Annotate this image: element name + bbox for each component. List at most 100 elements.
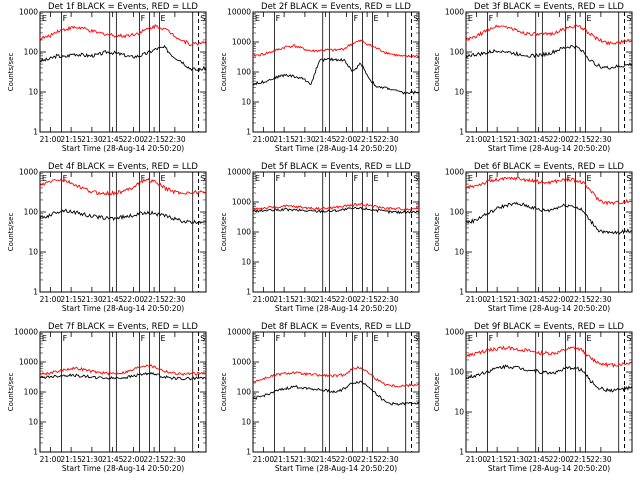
x-tick-label: 21:45 <box>315 135 337 144</box>
x-tick-label: 21:00 <box>466 455 488 464</box>
x-axis-label: Start Time (28-Aug-14 20:50:20) <box>488 144 610 153</box>
x-tick-label: 21:30 <box>81 135 103 144</box>
y-axis-label: Counts/sec <box>433 213 441 252</box>
marker-label: E <box>374 14 379 23</box>
y-tick-label: 1000 <box>19 358 38 367</box>
plot-frame <box>39 171 207 293</box>
x-tick-label: 21:00 <box>40 135 62 144</box>
x-tick-label: 22:15 <box>143 135 165 144</box>
plot-frame <box>465 11 633 133</box>
y-tick-label: 1 <box>246 128 251 137</box>
y-tick-label: 100 <box>237 68 252 77</box>
x-tick-label: 22:00 <box>123 295 145 304</box>
plot-frame <box>252 11 420 133</box>
marker-label: S <box>626 334 631 343</box>
x-tick-label: 21:00 <box>40 295 62 304</box>
marker-label: E <box>587 334 592 343</box>
marker-label: E <box>42 174 47 183</box>
x-tick-label: 21:30 <box>507 135 529 144</box>
x-tick-label: 22:30 <box>590 135 612 144</box>
x-tick-label: 22:15 <box>356 455 378 464</box>
series-events-line <box>252 206 420 215</box>
marker-label: F <box>567 174 572 183</box>
marker-label: E <box>161 334 166 343</box>
y-tick-label: 100 <box>24 208 39 217</box>
x-tick-label: 21:30 <box>507 295 529 304</box>
x-tick-label: 22:30 <box>377 455 399 464</box>
y-tick-label: 1 <box>459 448 464 457</box>
x-tick-label: 21:45 <box>102 135 124 144</box>
chart-panel-3: Det 3f BLACK = Events, RED = LLD 1 10 100 10… <box>433 2 633 153</box>
chart-title: Det 7f BLACK = Events, RED = LLD <box>48 322 198 332</box>
plot-frame <box>39 331 207 453</box>
series-lld-line <box>252 39 420 58</box>
y-tick-label: 100 <box>237 388 252 397</box>
marker-label: E <box>587 14 592 23</box>
chart-title: Det 5f BLACK = Events, RED = LLD <box>261 162 411 172</box>
series-events-line <box>465 45 633 70</box>
marker-label: F <box>276 174 281 183</box>
y-tick-label: 1000 <box>445 168 464 177</box>
chart-title: Det 3f BLACK = Events, RED = LLD <box>474 2 624 12</box>
y-tick-label: 10000 <box>227 8 251 17</box>
marker-label: E <box>255 14 260 23</box>
x-tick-label: 22:00 <box>123 135 145 144</box>
y-axis-label: Counts/sec <box>7 213 15 252</box>
marker-label: S <box>626 174 631 183</box>
x-tick-label: 21:45 <box>528 135 550 144</box>
plot-frame <box>39 11 207 133</box>
y-axis-label: Counts/sec <box>220 53 228 92</box>
chart-panel-6: Det 6f BLACK = Events, RED = LLD 1 10 100 10… <box>433 162 633 313</box>
y-tick-label: 10 <box>241 98 251 107</box>
series-events-line <box>252 380 420 406</box>
x-tick-label: 21:00 <box>466 295 488 304</box>
x-axis-label: Start Time (28-Aug-14 20:50:20) <box>488 464 610 473</box>
y-tick-label: 1000 <box>232 38 251 47</box>
chart-title: Det 6f BLACK = Events, RED = LLD <box>474 162 624 172</box>
y-tick-label: 100 <box>450 208 465 217</box>
x-tick-label: 22:00 <box>336 295 358 304</box>
x-tick-label: 22:15 <box>356 135 378 144</box>
marker-label: F <box>567 14 572 23</box>
x-axis-label: Start Time (28-Aug-14 20:50:20) <box>62 144 184 153</box>
marker-label: F <box>63 334 68 343</box>
x-tick-label: 22:15 <box>569 295 591 304</box>
series-events-line <box>252 57 420 95</box>
x-axis-label: Start Time (28-Aug-14 20:50:20) <box>275 304 397 313</box>
marker-label: F <box>354 334 359 343</box>
x-tick-label: 22:30 <box>164 455 186 464</box>
chart-title: Det 9f BLACK = Events, RED = LLD <box>474 322 624 332</box>
x-tick-label: 22:15 <box>143 455 165 464</box>
marker-label: E <box>468 174 473 183</box>
x-tick-label: 21:30 <box>81 295 103 304</box>
y-tick-label: 10 <box>28 418 38 427</box>
x-tick-label: 21:15 <box>273 135 295 144</box>
y-tick-label: 1 <box>459 128 464 137</box>
series-lld-line <box>39 177 207 196</box>
marker-label: S <box>413 334 418 343</box>
series-lld-line <box>465 345 633 369</box>
series-lld-line <box>465 24 633 46</box>
marker-label: E <box>161 174 166 183</box>
y-tick-label: 1000 <box>232 198 251 207</box>
y-axis-label: Counts/sec <box>433 53 441 92</box>
x-tick-label: 22:00 <box>336 135 358 144</box>
y-tick-label: 10 <box>28 88 38 97</box>
marker-label: F <box>354 14 359 23</box>
x-tick-label: 21:15 <box>486 455 508 464</box>
marker-label: F <box>276 334 281 343</box>
plot-frame <box>252 171 420 293</box>
series-lld-line <box>252 365 420 388</box>
x-tick-label: 21:45 <box>528 295 550 304</box>
y-tick-label: 100 <box>450 48 465 57</box>
y-axis-label: Counts/sec <box>433 373 441 412</box>
x-tick-label: 22:15 <box>356 295 378 304</box>
y-tick-label: 1 <box>33 128 38 137</box>
chart-panel-8: Det 8f BLACK = Events, RED = LLD 1 10 100 10… <box>220 322 420 473</box>
chart-title: Det 2f BLACK = Events, RED = LLD <box>261 2 411 12</box>
x-tick-label: 22:00 <box>123 455 145 464</box>
marker-label: S <box>200 14 205 23</box>
x-tick-label: 21:15 <box>60 455 82 464</box>
marker-label: S <box>413 14 418 23</box>
marker-label: F <box>489 334 494 343</box>
